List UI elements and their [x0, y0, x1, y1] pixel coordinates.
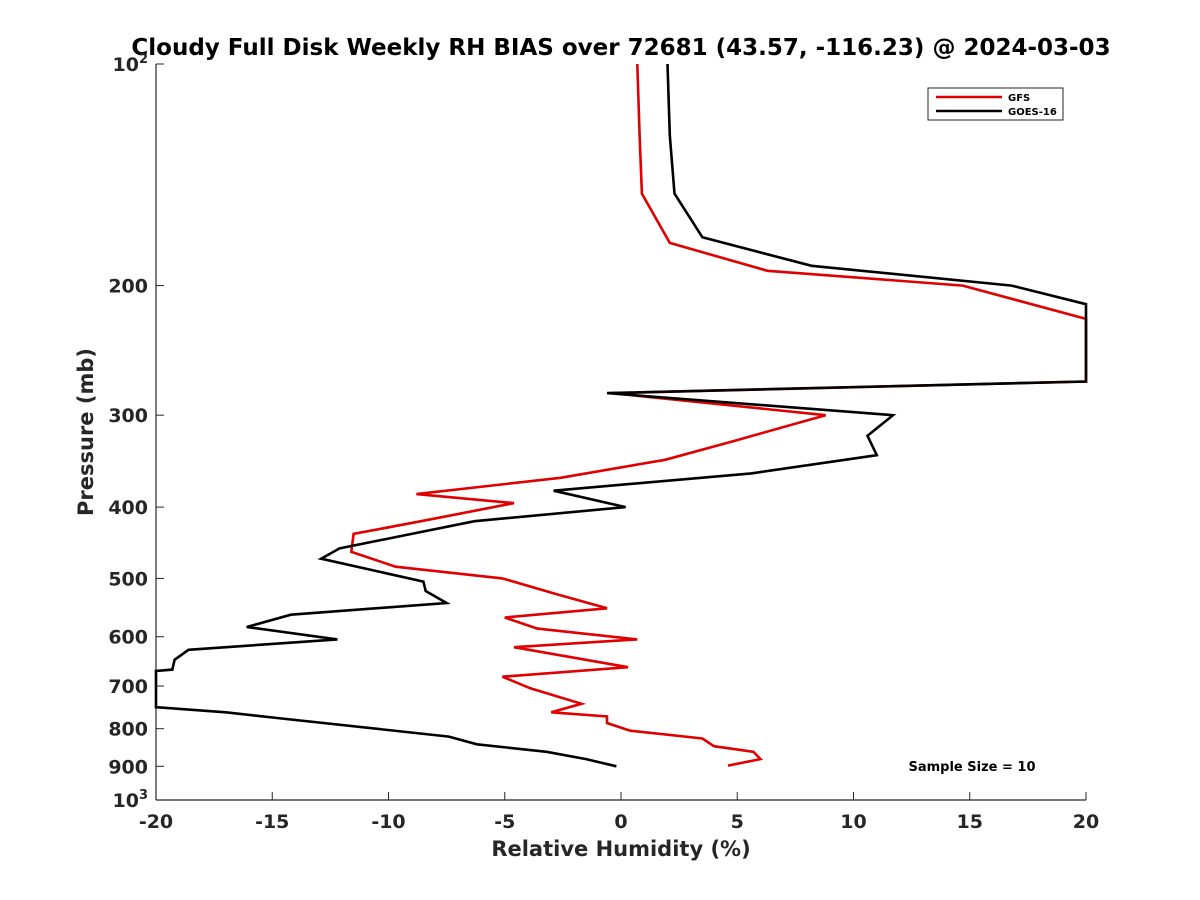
chart-title: Cloudy Full Disk Weekly RH BIAS over 726… — [131, 35, 1110, 61]
x-tick-label: -15 — [255, 811, 289, 833]
series-layer — [154, 63, 1088, 768]
plot-axes — [155, 64, 1086, 801]
y-tick-label: 900 — [108, 756, 148, 778]
legend-box — [927, 87, 1064, 121]
x-tick-label: 10 — [840, 811, 866, 833]
y-tick-label: 600 — [108, 627, 148, 649]
y-tick-label: 700 — [108, 676, 148, 698]
x-axis-label: Relative Humidity (%) — [491, 837, 750, 861]
series-line-gfs — [349, 63, 1088, 767]
y-tick-label: 102 — [113, 52, 149, 76]
x-tick-label: -20 — [139, 811, 173, 833]
legend-label-goes16: GOES-16 — [1008, 107, 1057, 118]
legend: GFS GOES-16 — [927, 87, 1064, 121]
series-line-goes16 — [154, 63, 1088, 768]
legend-label-gfs: GFS — [1008, 93, 1030, 104]
x-tick-label: 0 — [614, 811, 627, 833]
y-tick-label: 103 — [113, 788, 149, 812]
sample-size-annotation: Sample Size = 10 — [908, 760, 1035, 775]
y-tick-label: 200 — [108, 276, 148, 298]
x-tick-label: 5 — [731, 811, 744, 833]
y-tick-label: 800 — [108, 719, 148, 741]
y-axis-label: Pressure (mb) — [74, 348, 98, 516]
axis-ticks: -20 -15 -10 -5 0 5 10 15 20 102 200 300 400 500 600 700… — [108, 52, 1099, 833]
x-tick-label: 15 — [957, 811, 983, 833]
x-tick-label: -10 — [371, 811, 405, 833]
y-tick-label: 400 — [108, 497, 148, 519]
y-tick-label: 500 — [108, 568, 148, 590]
y-tick-label: 300 — [108, 405, 148, 427]
x-tick-label: 20 — [1073, 811, 1099, 833]
x-tick-label: -5 — [494, 811, 515, 833]
